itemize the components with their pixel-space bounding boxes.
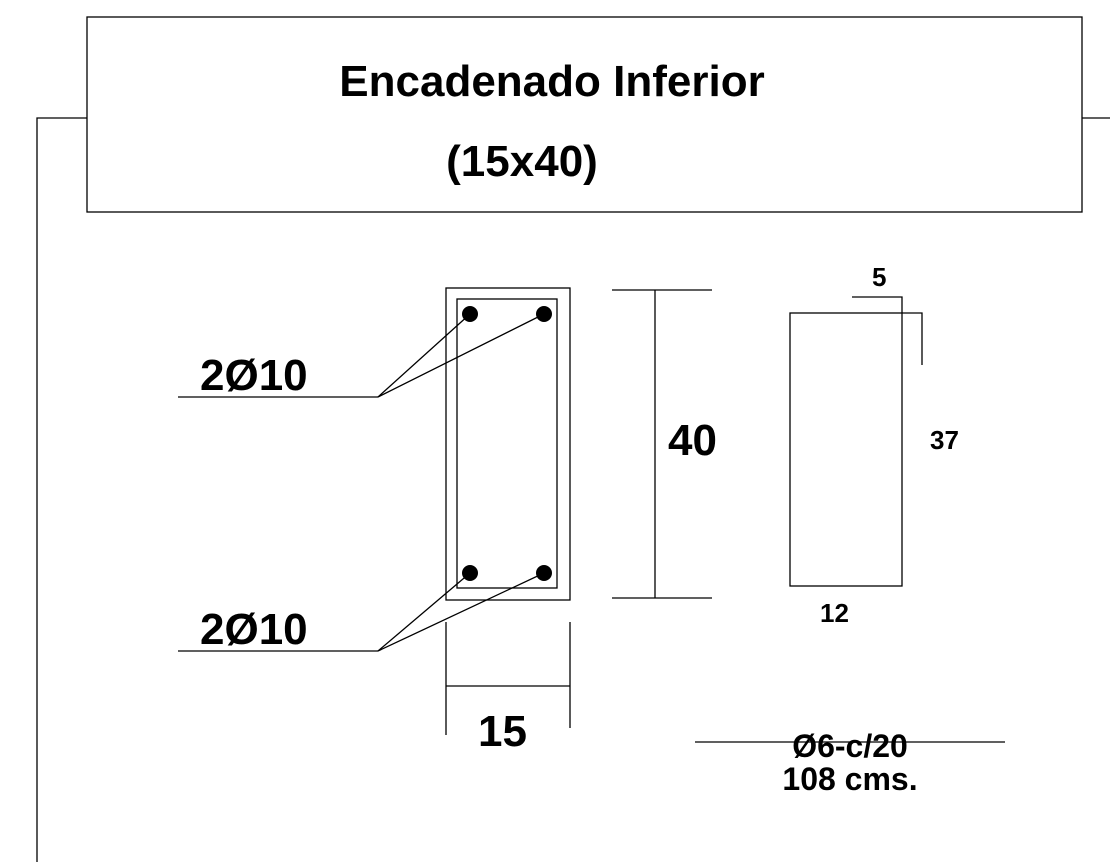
section-outline [445, 287, 571, 601]
hook [852, 296, 903, 313]
title: Encadenado Inferior [339, 57, 764, 106]
stirrup-height-label: 37 [930, 425, 959, 455]
height-label: 40 [668, 416, 717, 465]
frame [36, 117, 87, 862]
top-bars-label: 2Ø10 [200, 351, 308, 400]
bottom-bars-label: 2Ø10 [200, 605, 308, 654]
stirrup-length: 108 cms. [782, 761, 917, 797]
stirrup-spec: Ø6-c/20 [792, 728, 908, 764]
stirrup-width-label: 12 [820, 598, 849, 628]
subtitle: (15x40) [446, 137, 598, 186]
leader [377, 313, 471, 398]
leader [377, 572, 545, 652]
leader [377, 313, 545, 398]
hook-label: 5 [872, 262, 886, 292]
width-label: 15 [478, 707, 527, 756]
stirrup-outline [456, 298, 558, 589]
stirrup-shape [789, 312, 903, 587]
leader [377, 572, 471, 652]
title-box [86, 16, 1083, 213]
hook [902, 312, 923, 365]
